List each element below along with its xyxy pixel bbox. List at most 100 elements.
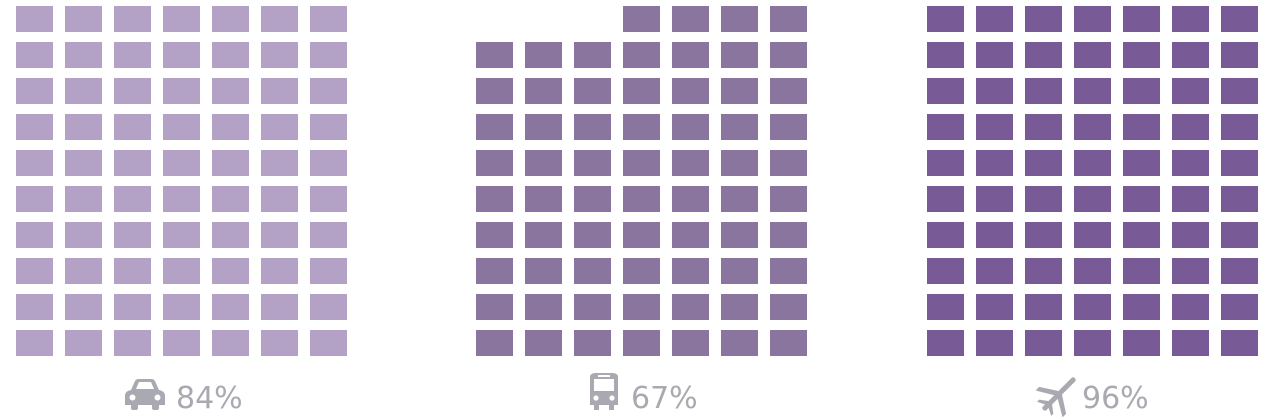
bus-waffle-cell: [672, 222, 709, 248]
bus-waffle-cell: [623, 222, 660, 248]
bus-waffle-cell: [476, 78, 513, 104]
bus-waffle-cell: [525, 294, 562, 320]
bus-waffle-cell: [525, 78, 562, 104]
car-waffle-cell: [212, 258, 249, 284]
plane-waffle-cell: [1025, 222, 1062, 248]
bus-waffle-cell: [770, 114, 807, 140]
car-waffle-cell: [212, 114, 249, 140]
car-waffle-cell: [310, 258, 347, 284]
car-waffle-cell: [310, 294, 347, 320]
plane-waffle-cell: [1025, 294, 1062, 320]
car-waffle-cell: [163, 258, 200, 284]
plane-waffle-cell: [1074, 222, 1111, 248]
car-waffle-cell: [310, 78, 347, 104]
plane-waffle-cell: [1074, 6, 1111, 32]
plane-waffle-cell: [1221, 6, 1258, 32]
bus-waffle-cell: [525, 330, 562, 356]
car-waffle-cell: [114, 150, 151, 176]
car-waffle-cell: [65, 330, 102, 356]
car-waffle-cell: [212, 150, 249, 176]
bus-waffle-cell: [525, 150, 562, 176]
car-waffle-cell: [261, 258, 298, 284]
car-waffle-cell: [163, 42, 200, 68]
bus-percent-label: 67%: [631, 381, 698, 416]
plane-waffle-cell: [1074, 42, 1111, 68]
bus-waffle-cell: [574, 294, 611, 320]
bus-waffle-cell: [476, 186, 513, 212]
plane-waffle-cell: [927, 6, 964, 32]
plane-waffle-cell: [927, 114, 964, 140]
plane-waffle-cell: [1074, 330, 1111, 356]
plane-waffle-cell: [927, 330, 964, 356]
plane-waffle-cell: [1221, 258, 1258, 284]
car-waffle-cell: [16, 294, 53, 320]
bus-waffle-cell: [672, 42, 709, 68]
plane-waffle-cell: [1221, 222, 1258, 248]
car-waffle-cell: [212, 6, 249, 32]
car-waffle-cell: [212, 42, 249, 68]
car-waffle-cell: [163, 114, 200, 140]
car-waffle-cell: [163, 330, 200, 356]
plane-waffle-cell: [976, 294, 1013, 320]
plane-waffle-cell: [1123, 330, 1160, 356]
bus-waffle-cell: [574, 222, 611, 248]
plane-waffle-cell: [976, 330, 1013, 356]
car-waffle-cell: [65, 42, 102, 68]
car-waffle-cell: [65, 6, 102, 32]
car-group-caption: 84%: [125, 379, 243, 416]
bus-waffle-cell: [525, 222, 562, 248]
car-icon: [125, 379, 165, 410]
plane-waffle-cell: [927, 78, 964, 104]
car-waffle-cell: [16, 258, 53, 284]
bus-waffle-cell: [623, 6, 660, 32]
plane-waffle-cell: [1221, 330, 1258, 356]
car-waffle-cell: [65, 150, 102, 176]
car-waffle-cell: [212, 78, 249, 104]
bus-waffle-cell: [721, 150, 758, 176]
bus-waffle-cell: [672, 330, 709, 356]
plane-waffle-cell: [1221, 294, 1258, 320]
bus-waffle-cell: [721, 78, 758, 104]
bus-waffle-cell: [672, 186, 709, 212]
bus-waffle-cell: [623, 78, 660, 104]
car-waffle-cell: [65, 294, 102, 320]
plane-waffle-cell: [1123, 6, 1160, 32]
bus-group-caption: 67%: [590, 373, 698, 416]
plane-waffle-cell: [927, 294, 964, 320]
car-waffle-cell: [163, 78, 200, 104]
car-waffle-cell: [212, 294, 249, 320]
plane-waffle-cell: [1025, 78, 1062, 104]
plane-waffle-cell: [1172, 114, 1209, 140]
bus-waffle-cell: [623, 258, 660, 284]
plane-waffle-cell: [1172, 258, 1209, 284]
bus-waffle-cell: [721, 186, 758, 212]
car-waffle-cell: [16, 42, 53, 68]
plane-waffle-cell: [1172, 222, 1209, 248]
bus-waffle-cell: [574, 114, 611, 140]
plane-waffle-cell: [1221, 186, 1258, 212]
car-waffle-cell: [212, 222, 249, 248]
bus-waffle-cell: [525, 186, 562, 212]
plane-waffle-cell: [1172, 78, 1209, 104]
plane-waffle-cell: [927, 42, 964, 68]
car-waffle-cell: [163, 186, 200, 212]
bus-waffle-cell: [525, 114, 562, 140]
plane-waffle-cell: [1123, 222, 1160, 248]
car-waffle-cell: [114, 186, 151, 212]
car-waffle-cell: [261, 42, 298, 68]
car-waffle-cell: [310, 42, 347, 68]
bus-waffle-cell: [770, 186, 807, 212]
bus-waffle-cell: [574, 150, 611, 176]
plane-waffle-cell: [1025, 6, 1062, 32]
car-waffle-cell: [114, 294, 151, 320]
waffle-cells: [16, 6, 1258, 356]
bus-waffle-cell: [721, 258, 758, 284]
car-waffle-cell: [114, 6, 151, 32]
car-waffle-cell: [163, 6, 200, 32]
plane-percent-label: 96%: [1082, 381, 1149, 416]
plane-waffle-cell: [1123, 186, 1160, 212]
car-waffle-cell: [114, 258, 151, 284]
bus-waffle-cell: [672, 150, 709, 176]
plane-waffle-cell: [1074, 150, 1111, 176]
